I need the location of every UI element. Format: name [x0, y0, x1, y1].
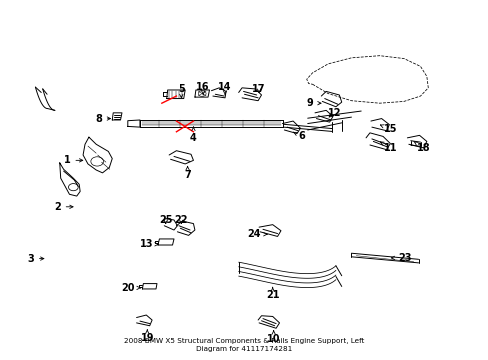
Text: 8: 8 — [95, 113, 110, 123]
Text: 24: 24 — [247, 229, 266, 239]
Text: 18: 18 — [413, 141, 429, 153]
Text: 22: 22 — [174, 215, 188, 225]
Text: 11: 11 — [380, 142, 396, 153]
Text: 10: 10 — [266, 331, 280, 344]
Text: 20: 20 — [121, 283, 140, 293]
Text: 2008 BMW X5 Structural Components & Rails Engine Support, Left
Diagram for 41117: 2008 BMW X5 Structural Components & Rail… — [124, 338, 364, 352]
Text: 13: 13 — [139, 239, 158, 249]
Text: 23: 23 — [390, 253, 411, 263]
Text: 4: 4 — [190, 127, 196, 143]
Text: 1: 1 — [63, 156, 82, 165]
Text: 3: 3 — [27, 253, 44, 264]
Text: 6: 6 — [293, 131, 305, 141]
Text: 15: 15 — [380, 124, 396, 134]
Text: 19: 19 — [140, 330, 154, 343]
Text: 12: 12 — [327, 108, 341, 118]
Text: 21: 21 — [265, 287, 279, 300]
Text: 25: 25 — [159, 215, 172, 225]
Text: 16: 16 — [196, 82, 209, 95]
Text: 5: 5 — [178, 84, 184, 98]
Text: 9: 9 — [306, 98, 320, 108]
Text: 14: 14 — [218, 82, 231, 95]
Text: 7: 7 — [184, 167, 191, 180]
Text: 17: 17 — [252, 84, 265, 94]
Text: 2: 2 — [54, 202, 73, 212]
